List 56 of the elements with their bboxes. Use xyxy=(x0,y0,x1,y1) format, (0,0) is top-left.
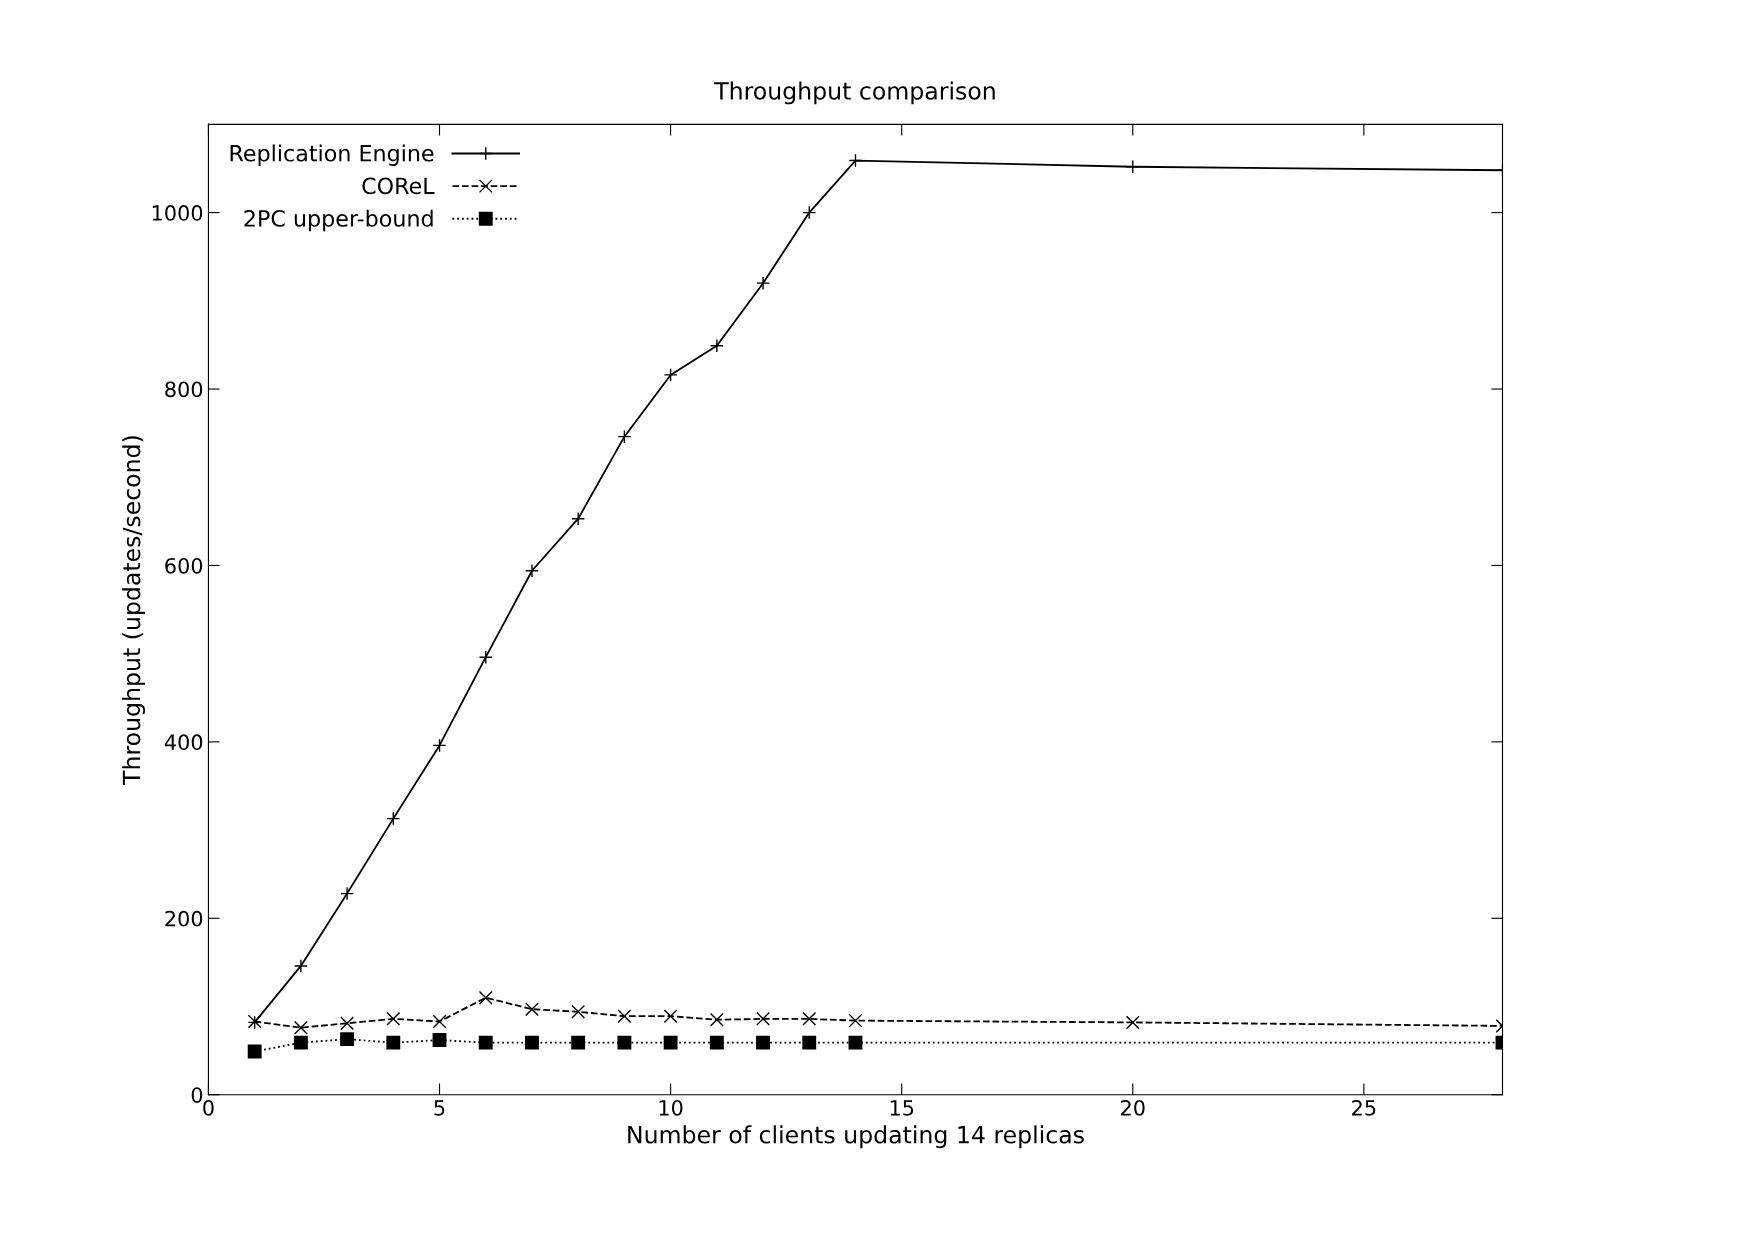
point xyxy=(432,1014,447,1029)
point xyxy=(432,1033,447,1047)
point xyxy=(340,1032,355,1047)
y-tick-label: 200 xyxy=(165,910,203,927)
point xyxy=(1125,1015,1140,1030)
point xyxy=(571,1035,586,1050)
y-tick-label: 0 xyxy=(191,1087,203,1103)
point xyxy=(432,738,447,753)
legend-label: Replication Engine xyxy=(230,144,434,166)
point xyxy=(709,338,724,353)
point xyxy=(293,958,308,973)
point xyxy=(756,276,770,291)
point xyxy=(663,367,678,382)
point xyxy=(756,1011,770,1026)
point xyxy=(571,1004,586,1019)
point xyxy=(802,1011,817,1026)
point xyxy=(848,1013,863,1028)
point xyxy=(848,153,863,168)
point xyxy=(340,1016,355,1031)
point xyxy=(525,1035,539,1050)
point xyxy=(478,990,493,1005)
point xyxy=(663,1035,678,1050)
x-tick-label: 0 xyxy=(203,1099,214,1116)
point xyxy=(848,1035,863,1050)
x-tick-label: 10 xyxy=(659,1099,683,1116)
x-tick-label: 15 xyxy=(890,1100,914,1116)
point xyxy=(386,1011,401,1026)
point xyxy=(386,1035,401,1050)
x-tick-label: 25 xyxy=(1352,1099,1376,1116)
point xyxy=(525,563,539,578)
point xyxy=(617,1035,632,1050)
x-axis-title: Number of clients updating 14 replicas xyxy=(628,1125,1084,1149)
y-axis-title: Throughput (updates/second) xyxy=(122,436,145,785)
point xyxy=(617,429,632,444)
y-tick-label: 800 xyxy=(165,381,203,398)
x-tick-label: 5 xyxy=(434,1100,445,1116)
x-tick-label: 20 xyxy=(1121,1099,1145,1116)
legend-label: 2PC upper-bound xyxy=(244,209,433,232)
legend-label: COReL xyxy=(362,177,435,195)
y-tick-label: 600 xyxy=(165,557,203,574)
point xyxy=(293,1035,308,1050)
point xyxy=(663,1009,678,1024)
y-tick-label: 400 xyxy=(164,734,203,751)
chart-title: Throughput comparison xyxy=(714,81,995,105)
point xyxy=(617,1009,632,1024)
point xyxy=(525,1002,539,1017)
point xyxy=(709,1035,724,1050)
point xyxy=(340,886,355,901)
y-tick-label: 1000 xyxy=(152,205,203,221)
point xyxy=(293,1020,308,1035)
point xyxy=(247,1044,262,1059)
point xyxy=(709,1012,724,1027)
point xyxy=(478,1035,493,1050)
point xyxy=(756,1035,770,1050)
point xyxy=(802,1035,817,1050)
point xyxy=(571,511,586,526)
